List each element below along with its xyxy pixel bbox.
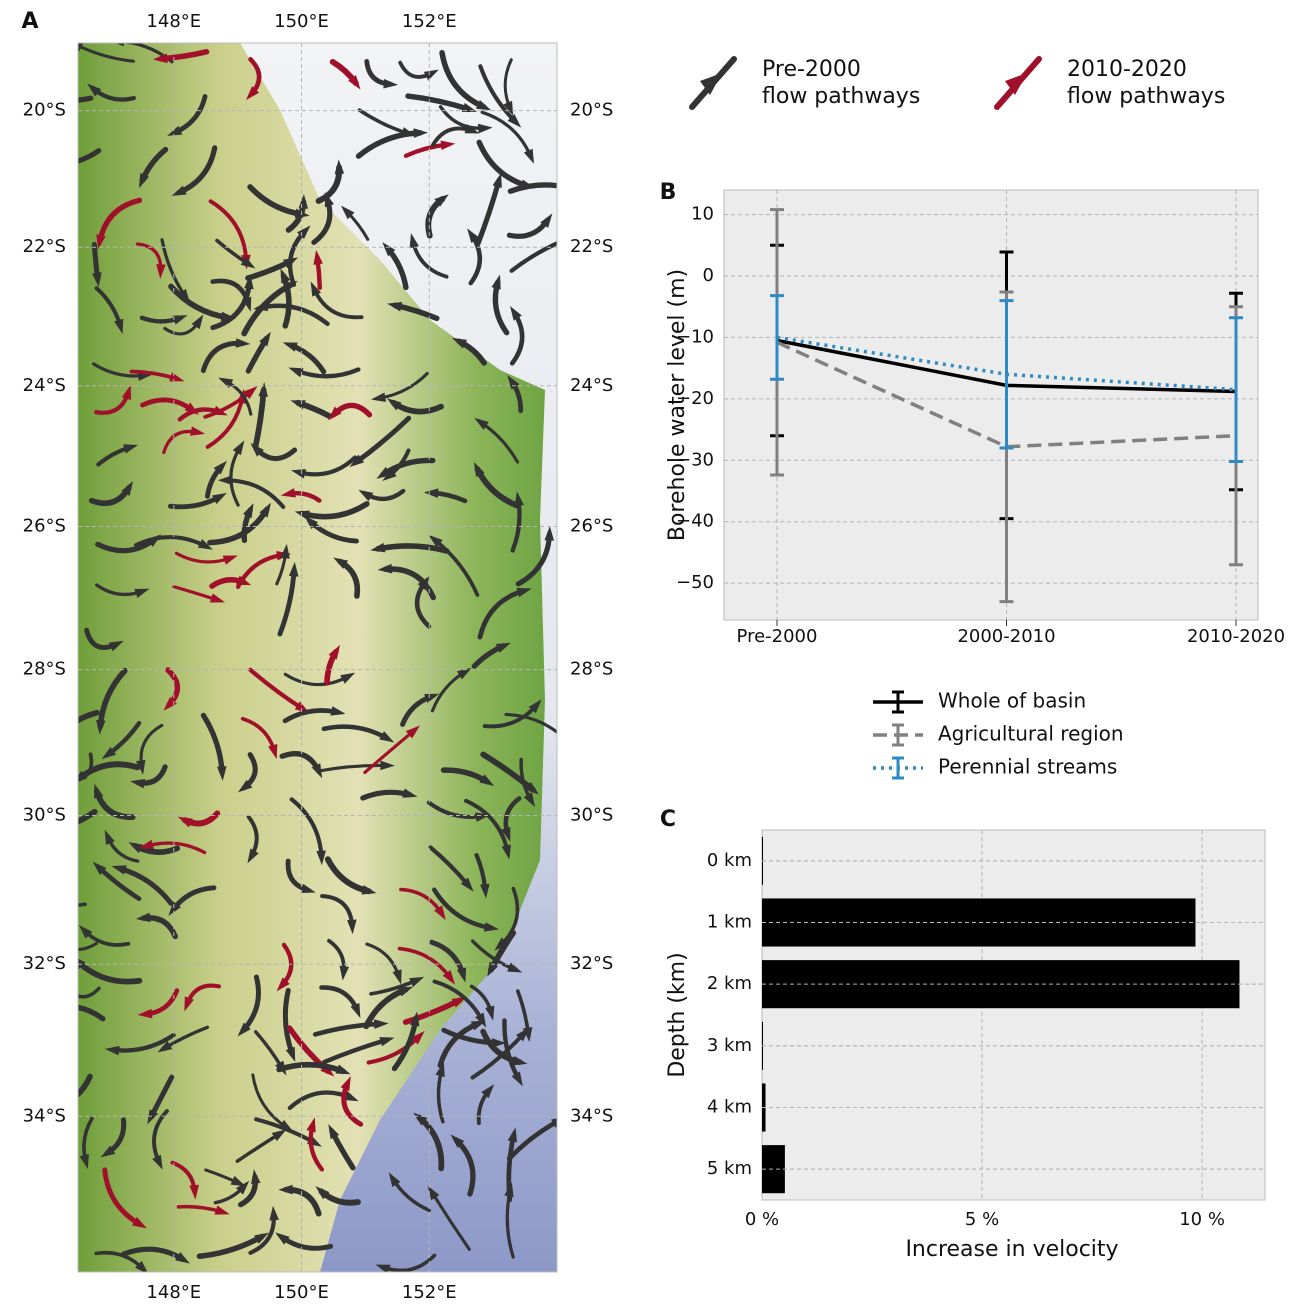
y-tick-label: 34°S <box>570 1105 613 1126</box>
x-axis-label: Increase in velocity <box>905 1237 1118 1262</box>
plot-area <box>762 830 1265 1200</box>
y-tick-label: 10 <box>691 204 714 225</box>
y-tick-label: 5 km <box>707 1158 752 1179</box>
x-tick-label: 152°E <box>402 11 457 32</box>
y-tick-label: 26°S <box>23 516 66 537</box>
y-tick-label: 1 km <box>707 912 752 933</box>
y-tick-label: 22°S <box>23 236 66 257</box>
flow-arrow <box>559 733 573 747</box>
legend-label: flow pathways <box>1067 84 1225 109</box>
y-tick-label: 3 km <box>707 1035 752 1056</box>
y-tick-label: −30 <box>676 449 714 470</box>
flow-arrow <box>31 1007 46 1018</box>
y-tick-label: 4 km <box>707 1097 752 1118</box>
x-tick-label: 150°E <box>274 11 329 32</box>
x-tick-label: 150°E <box>274 1282 329 1303</box>
x-tick-label: Pre-2000 <box>737 626 818 647</box>
x-tick-label: 152°E <box>402 1282 457 1303</box>
flow-arrow <box>62 984 76 997</box>
y-tick-label: 26°S <box>570 516 613 537</box>
x-tick-label: 10 % <box>1179 1209 1225 1230</box>
panel-label: B <box>660 180 677 205</box>
y-tick-label: 32°S <box>23 953 66 974</box>
legend-label: Perennial streams <box>938 755 1117 779</box>
legend-label: 2010-2020 <box>1067 57 1187 82</box>
y-tick-label: 32°S <box>570 953 613 974</box>
panel-label: A <box>21 9 38 34</box>
flow-arrow <box>54 159 69 169</box>
y-tick-label: −50 <box>676 572 714 593</box>
y-tick-label: 30°S <box>23 804 66 825</box>
legend-label: flow pathways <box>762 84 920 109</box>
flow-arrow <box>62 775 77 785</box>
figure: A B C Borehole water level (m) Depth (km… <box>0 0 1313 1305</box>
flow-arrow <box>563 182 578 191</box>
y-tick-label: −20 <box>676 388 714 409</box>
y-tick-label: 0 km <box>707 850 752 871</box>
legend-swatch <box>892 758 904 778</box>
y-tick-label: 2 km <box>707 973 752 994</box>
x-tick-label: 2000-2010 <box>957 626 1055 647</box>
y-axis-label: Depth (km) <box>665 952 690 1077</box>
y-tick-label: 20°S <box>570 100 613 121</box>
y-tick-label: 28°S <box>23 659 66 680</box>
flow-arrow <box>44 747 54 762</box>
y-tick-label: 20°S <box>23 100 66 121</box>
y-tick-label: 0 <box>703 265 714 286</box>
legend-label: Pre-2000 <box>762 57 861 82</box>
x-tick-label: 148°E <box>146 11 201 32</box>
flow-arrow <box>24 826 38 836</box>
x-tick-label: 0 % <box>745 1209 779 1230</box>
y-tick-label: −10 <box>676 326 714 347</box>
y-tick-label: 34°S <box>23 1105 66 1126</box>
panel-label: C <box>660 807 676 832</box>
y-tick-label: −40 <box>676 511 714 532</box>
y-tick-label: 22°S <box>570 236 613 257</box>
y-tick-label: 24°S <box>23 375 66 396</box>
x-tick-label: 5 % <box>965 1209 999 1230</box>
flow-arrow <box>17 875 30 889</box>
flow-arrow <box>50 940 65 951</box>
x-tick-label: 148°E <box>146 1282 201 1303</box>
y-tick-label: 30°S <box>570 804 613 825</box>
legend-label: Agricultural region <box>938 722 1124 746</box>
y-tick-label: 28°S <box>570 659 613 680</box>
y-tick-label: 24°S <box>570 375 613 396</box>
flow-line <box>22 881 85 905</box>
plot-area <box>724 190 1258 620</box>
legend-label: Whole of basin <box>938 689 1086 713</box>
map-background <box>17 37 578 1275</box>
x-tick-label: 2010-2020 <box>1187 626 1285 647</box>
